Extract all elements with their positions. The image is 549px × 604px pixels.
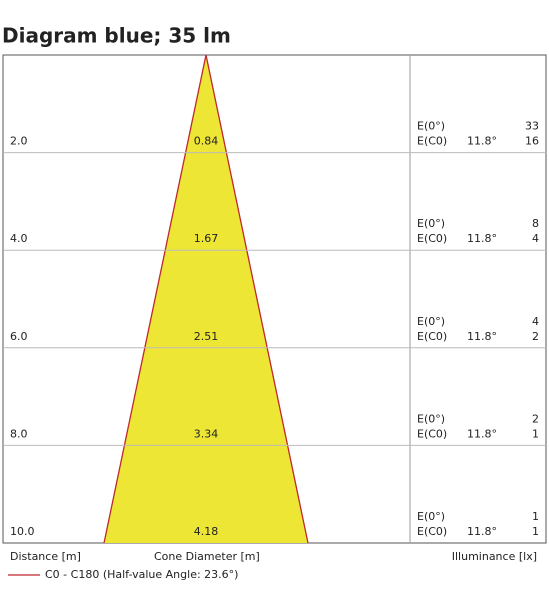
e0-value: 33 [525, 120, 539, 133]
angle-label: 11.8° [467, 525, 497, 538]
angle-label: 11.8° [467, 232, 497, 245]
ec0-value: 2 [532, 330, 539, 343]
ec0-label: E(C0) [417, 232, 447, 245]
e0-label: E(0°) [417, 120, 445, 133]
ec0-label: E(C0) [417, 330, 447, 343]
ec0-label: E(C0) [417, 135, 447, 148]
illuminance-label: Illuminance [lx] [452, 550, 537, 563]
legend-label: C0 - C180 (Half-value Angle: 23.6°) [45, 568, 238, 581]
cone-edge [103, 54, 207, 544]
ec0-value: 1 [532, 427, 539, 440]
diameter-label: 4.18 [194, 525, 219, 538]
e0-value: 1 [532, 510, 539, 523]
diameter-label: 1.67 [194, 232, 219, 245]
cone [104, 55, 308, 543]
ec0-label: E(C0) [417, 525, 447, 538]
chart-title: Diagram blue; 35 lm [2, 24, 231, 48]
angle-label: 11.8° [467, 427, 497, 440]
distance-label: 10.0 [10, 525, 35, 538]
cone-label: Cone Diameter [m] [154, 550, 260, 563]
angle-label: 11.8° [467, 330, 497, 343]
e0-value: 2 [532, 412, 539, 425]
angle-label: 11.8° [467, 135, 497, 148]
diameter-label: 0.84 [194, 135, 219, 148]
diameter-label: 2.51 [194, 330, 219, 343]
cone-edge [205, 54, 309, 544]
distance-label: 2.0 [10, 135, 28, 148]
e0-label: E(0°) [417, 217, 445, 230]
x-label: Distance [m] [10, 550, 81, 563]
distance-label: 4.0 [10, 232, 28, 245]
e0-value: 8 [532, 217, 539, 230]
ec0-value: 4 [532, 232, 539, 245]
distance-label: 8.0 [10, 427, 28, 440]
diameter-label: 3.34 [194, 427, 219, 440]
ec0-value: 16 [525, 135, 539, 148]
e0-label: E(0°) [417, 315, 445, 328]
e0-label: E(0°) [417, 412, 445, 425]
e0-label: E(0°) [417, 510, 445, 523]
e0-value: 4 [532, 315, 539, 328]
ec0-value: 1 [532, 525, 539, 538]
ec0-label: E(C0) [417, 427, 447, 440]
distance-label: 6.0 [10, 330, 28, 343]
